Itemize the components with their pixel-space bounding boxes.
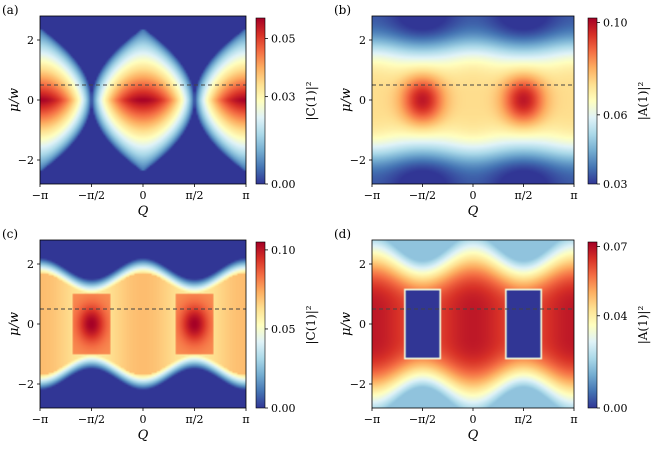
x-tick-label: 0 [140, 189, 147, 202]
y-tick-label: 0 [27, 318, 34, 331]
heatmap-image [372, 240, 574, 408]
panel-label: (c) [2, 227, 18, 241]
x-axis-label: Q [468, 428, 479, 443]
x-axis-label: Q [138, 204, 149, 219]
x-axis-label: Q [138, 428, 149, 443]
colorbar-tick-label: 0.00 [271, 178, 296, 191]
colorbar-tick-label: 0.00 [603, 402, 628, 415]
colorbar [255, 17, 266, 185]
heatmap-panel: −π −π/2 0 π/2 π −2 0 2 Qμ/w (c) 0.00 0.05 0.10 |C(1)|… [2, 227, 318, 443]
x-tick-label: 0 [470, 189, 477, 202]
colorbar [587, 241, 598, 409]
colorbar-tick-label: 0.07 [603, 241, 628, 254]
colorbar-tick-label: 0.10 [271, 244, 296, 257]
y-tick-label: 0 [27, 94, 34, 107]
y-axis-label: μ/w [339, 312, 354, 336]
colorbar-tick-label: 0.05 [271, 323, 296, 336]
y-axis-label: μ/w [339, 88, 354, 112]
x-tick-label: −π [364, 413, 380, 426]
x-tick-label: −π/2 [78, 413, 105, 426]
x-tick-label: −π [32, 413, 48, 426]
colorbar-label: |C(1)|² [304, 305, 318, 344]
panel-label: (d) [334, 227, 351, 241]
colorbar-tick-label: 0.03 [603, 178, 628, 191]
colorbar [255, 241, 266, 409]
x-tick-label: π/2 [515, 189, 533, 202]
panel-label: (a) [2, 3, 19, 17]
x-tick-label: −π [32, 189, 48, 202]
y-tick-label: −2 [350, 378, 366, 391]
heatmap-image [40, 240, 246, 408]
x-tick-label: −π/2 [78, 189, 105, 202]
y-tick-label: 2 [27, 258, 34, 271]
y-tick-label: 2 [27, 34, 34, 47]
heatmap-panel: −π −π/2 0 π/2 π −2 0 2 Qμ/w (d) 0.00 0.04 0.07 |A(1)|… [334, 227, 650, 443]
colorbar [587, 17, 598, 185]
colorbar-tick-label: 0.03 [271, 91, 296, 104]
y-tick-label: −2 [350, 154, 366, 167]
x-tick-label: −π/2 [409, 189, 436, 202]
panel-label: (b) [334, 3, 351, 17]
colorbar-label: |A(1)|² [636, 306, 650, 345]
heatmap-image [372, 16, 574, 184]
y-tick-label: 2 [359, 34, 366, 47]
y-tick-label: 2 [359, 258, 366, 271]
colorbar-label: |C(1)|² [304, 81, 318, 120]
y-tick-label: −2 [18, 378, 34, 391]
x-tick-label: 0 [470, 413, 477, 426]
colorbar-tick-label: 0.06 [603, 109, 628, 122]
x-tick-label: −π [364, 189, 380, 202]
colorbar-tick-label: 0.05 [271, 32, 296, 45]
colorbar-tick-label: 0.10 [603, 17, 628, 30]
x-tick-label: π [242, 413, 249, 426]
x-tick-label: π [570, 413, 577, 426]
y-axis-label: μ/w [7, 88, 22, 112]
x-tick-label: π/2 [186, 413, 204, 426]
x-tick-label: π/2 [186, 189, 204, 202]
x-axis-label: Q [468, 204, 479, 219]
y-tick-label: −2 [18, 154, 34, 167]
y-tick-label: 0 [359, 94, 366, 107]
heatmap-panel: −π −π/2 0 π/2 π −2 0 2 Qμ/w (a) 0.00 0.03 0.05 |C(1)|… [2, 3, 318, 219]
colorbar-label: |A(1)|² [636, 82, 650, 121]
x-tick-label: π/2 [515, 413, 533, 426]
y-tick-label: 0 [359, 318, 366, 331]
y-axis-label: μ/w [7, 312, 22, 336]
heatmap-panel: −π −π/2 0 π/2 π −2 0 2 Qμ/w (b) 0.03 0.06 0.10 |A(1)|… [334, 3, 650, 219]
colorbar-tick-label: 0.04 [603, 310, 628, 323]
x-tick-label: −π/2 [409, 413, 436, 426]
colorbar-tick-label: 0.00 [271, 402, 296, 415]
x-tick-label: π [570, 189, 577, 202]
x-tick-label: 0 [140, 413, 147, 426]
heatmap-image [40, 16, 246, 184]
x-tick-label: π [242, 189, 249, 202]
